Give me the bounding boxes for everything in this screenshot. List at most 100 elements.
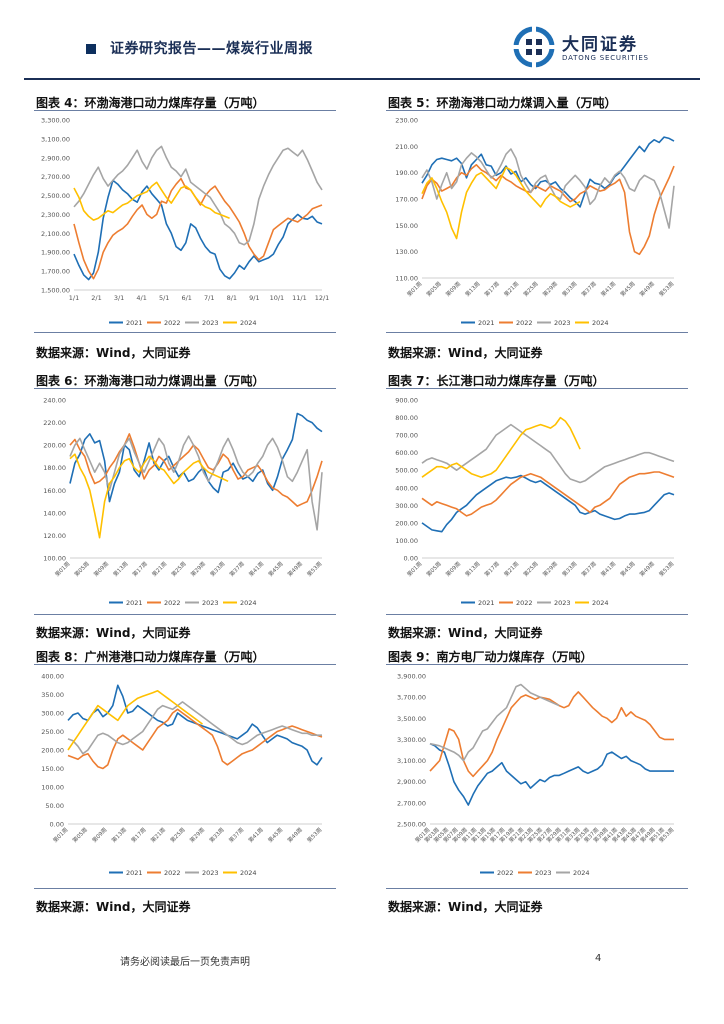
x-tick-label: 第37周 (579, 280, 597, 298)
y-tick-label: 3,100.00 (41, 135, 70, 143)
legend-label-2024: 2024 (573, 869, 590, 877)
series-line-2023 (429, 691, 674, 778)
y-tick-label: 2,500.00 (41, 192, 70, 200)
figure-4-chart: 1,500.00 1,700.00 1,900.00 2,100.00 2,300.00… (41, 117, 330, 328)
x-tick-label: 第29周 (189, 560, 207, 578)
y-tick-label: 100.00 (395, 537, 418, 545)
x-tick-label: 第45周 (266, 826, 284, 844)
y-tick-label: 3,300.00 (41, 117, 70, 125)
legend-label-2022: 2022 (164, 869, 181, 877)
figure-6-rule (34, 388, 336, 389)
logo-name: 大同证券 (562, 35, 638, 55)
figure-7-source: 数据来源：Wind，大同证券 (388, 626, 543, 640)
figure-8-source: 数据来源：Wind，大同证券 (36, 900, 191, 914)
series-line-2021 (69, 412, 323, 503)
y-tick-label: 400.00 (395, 484, 418, 492)
x-tick-label: 第01周 (53, 560, 71, 578)
x-tick-label: 1/1 (69, 294, 79, 302)
legend-label-2023: 2023 (202, 599, 219, 607)
x-tick-label: 第33周 (560, 560, 578, 578)
y-tick-label: 160.00 (43, 487, 66, 495)
x-tick-label: 2/1 (91, 294, 101, 302)
figure-7-rule (386, 388, 688, 389)
legend-label-2022: 2022 (164, 599, 181, 607)
x-tick-label: 第53周 (305, 826, 323, 844)
legend-label-2024: 2024 (240, 599, 257, 607)
figure-8-bottom-rule (34, 888, 336, 889)
x-tick-label: 第21周 (149, 826, 167, 844)
x-tick-label: 10/1 (270, 294, 285, 302)
x-tick-label: 第41周 (247, 560, 265, 578)
y-tick-label: 300.00 (395, 502, 418, 510)
x-tick-label: 第25周 (521, 280, 539, 298)
figure-9-rule (386, 664, 688, 665)
figure-9-chart: 2,500.00 2,700.00 2,900.00 3,100.00 3,300.00… (397, 673, 675, 878)
y-tick-label: 400.00 (41, 673, 64, 681)
y-tick-label: 190.00 (395, 169, 418, 177)
x-tick-label: 第21周 (150, 560, 168, 578)
x-tick-label: 第25周 (168, 826, 186, 844)
y-tick-label: 300.00 (41, 710, 64, 718)
figure-7-title: 图表 7：长江港口动力煤库存量（万吨） (388, 374, 605, 388)
figure-7-bottom-rule (386, 614, 688, 615)
figure-8-rule (34, 664, 336, 665)
x-tick-label: 第17周 (129, 826, 147, 844)
y-tick-label: 170.00 (395, 196, 418, 204)
x-tick-label: 第41周 (599, 560, 617, 578)
x-tick-label: 第05周 (424, 280, 442, 298)
y-tick-label: 3,500.00 (397, 715, 426, 723)
x-tick-label: 第37周 (579, 560, 597, 578)
y-tick-label: 240.00 (43, 397, 66, 405)
x-tick-label: 第49周 (285, 826, 303, 844)
y-tick-label: 3,700.00 (397, 694, 426, 702)
x-tick-label: 12/1 (315, 294, 330, 302)
series-line-2022 (67, 708, 323, 770)
y-tick-label: 0.00 (50, 821, 64, 829)
x-tick-label: 第05周 (424, 560, 442, 578)
legend-label-2024: 2024 (240, 319, 257, 327)
series-line-2024 (73, 181, 230, 221)
y-tick-label: 1,700.00 (41, 268, 70, 276)
y-tick-label: 3,300.00 (397, 736, 426, 744)
series-line-2021 (421, 474, 675, 533)
y-tick-label: 700.00 (395, 432, 418, 440)
page-header: 证券研究报告——煤炭行业周报 大同证券 DATONG SECURITIES (0, 0, 724, 80)
x-tick-label: 5/1 (159, 294, 169, 302)
legend-label-2021: 2021 (126, 599, 143, 607)
legend-label-2023: 2023 (202, 319, 219, 327)
series-line-2024 (421, 166, 581, 240)
y-tick-label: 350.00 (41, 691, 64, 699)
legend-label-2021: 2021 (126, 869, 143, 877)
y-tick-label: 110.00 (395, 275, 418, 283)
x-tick-label: 第21周 (502, 280, 520, 298)
x-tick-label: 第29周 (188, 826, 206, 844)
y-tick-label: 150.00 (41, 765, 64, 773)
x-tick-label: 第41周 (599, 280, 617, 298)
figure-5-bottom-rule (386, 332, 688, 333)
legend-label-2021: 2021 (126, 319, 143, 327)
y-tick-label: 2,500.00 (397, 821, 426, 829)
report-title: 证券研究报告——煤炭行业周报 (110, 41, 313, 57)
legend-label-2021: 2021 (478, 599, 495, 607)
legend-label-2023: 2023 (535, 869, 552, 877)
y-tick-label: 2,700.00 (397, 799, 426, 807)
figure-4-rule (34, 110, 336, 111)
x-tick-label: 8/1 (227, 294, 237, 302)
y-tick-label: 230.00 (395, 117, 418, 125)
y-tick-label: 220.00 (43, 419, 66, 427)
y-tick-label: 200.00 (43, 442, 66, 450)
x-tick-label: 3/1 (114, 294, 124, 302)
figure-6-chart: 100.00 120.00 140.00 160.00 180.00 200.00 220.… (43, 397, 323, 608)
x-tick-label: 第45周 (266, 560, 284, 578)
y-tick-label: 130.00 (395, 248, 418, 256)
series-line-2021 (67, 684, 323, 766)
x-tick-label: 第53周 (657, 280, 675, 298)
y-tick-label: 1,500.00 (41, 287, 70, 295)
figure-5-chart: 110.00 130.00 150.00 170.00 190.00 210.00 230.… (395, 117, 675, 328)
y-tick-label: 150.00 (395, 222, 418, 230)
x-tick-label: 第17周 (483, 560, 501, 578)
y-tick-label: 140.00 (43, 509, 66, 517)
y-tick-label: 0.00 (404, 555, 418, 563)
figure-6-source: 数据来源：Wind，大同证券 (36, 626, 191, 640)
x-tick-label: 第49周 (638, 280, 656, 298)
